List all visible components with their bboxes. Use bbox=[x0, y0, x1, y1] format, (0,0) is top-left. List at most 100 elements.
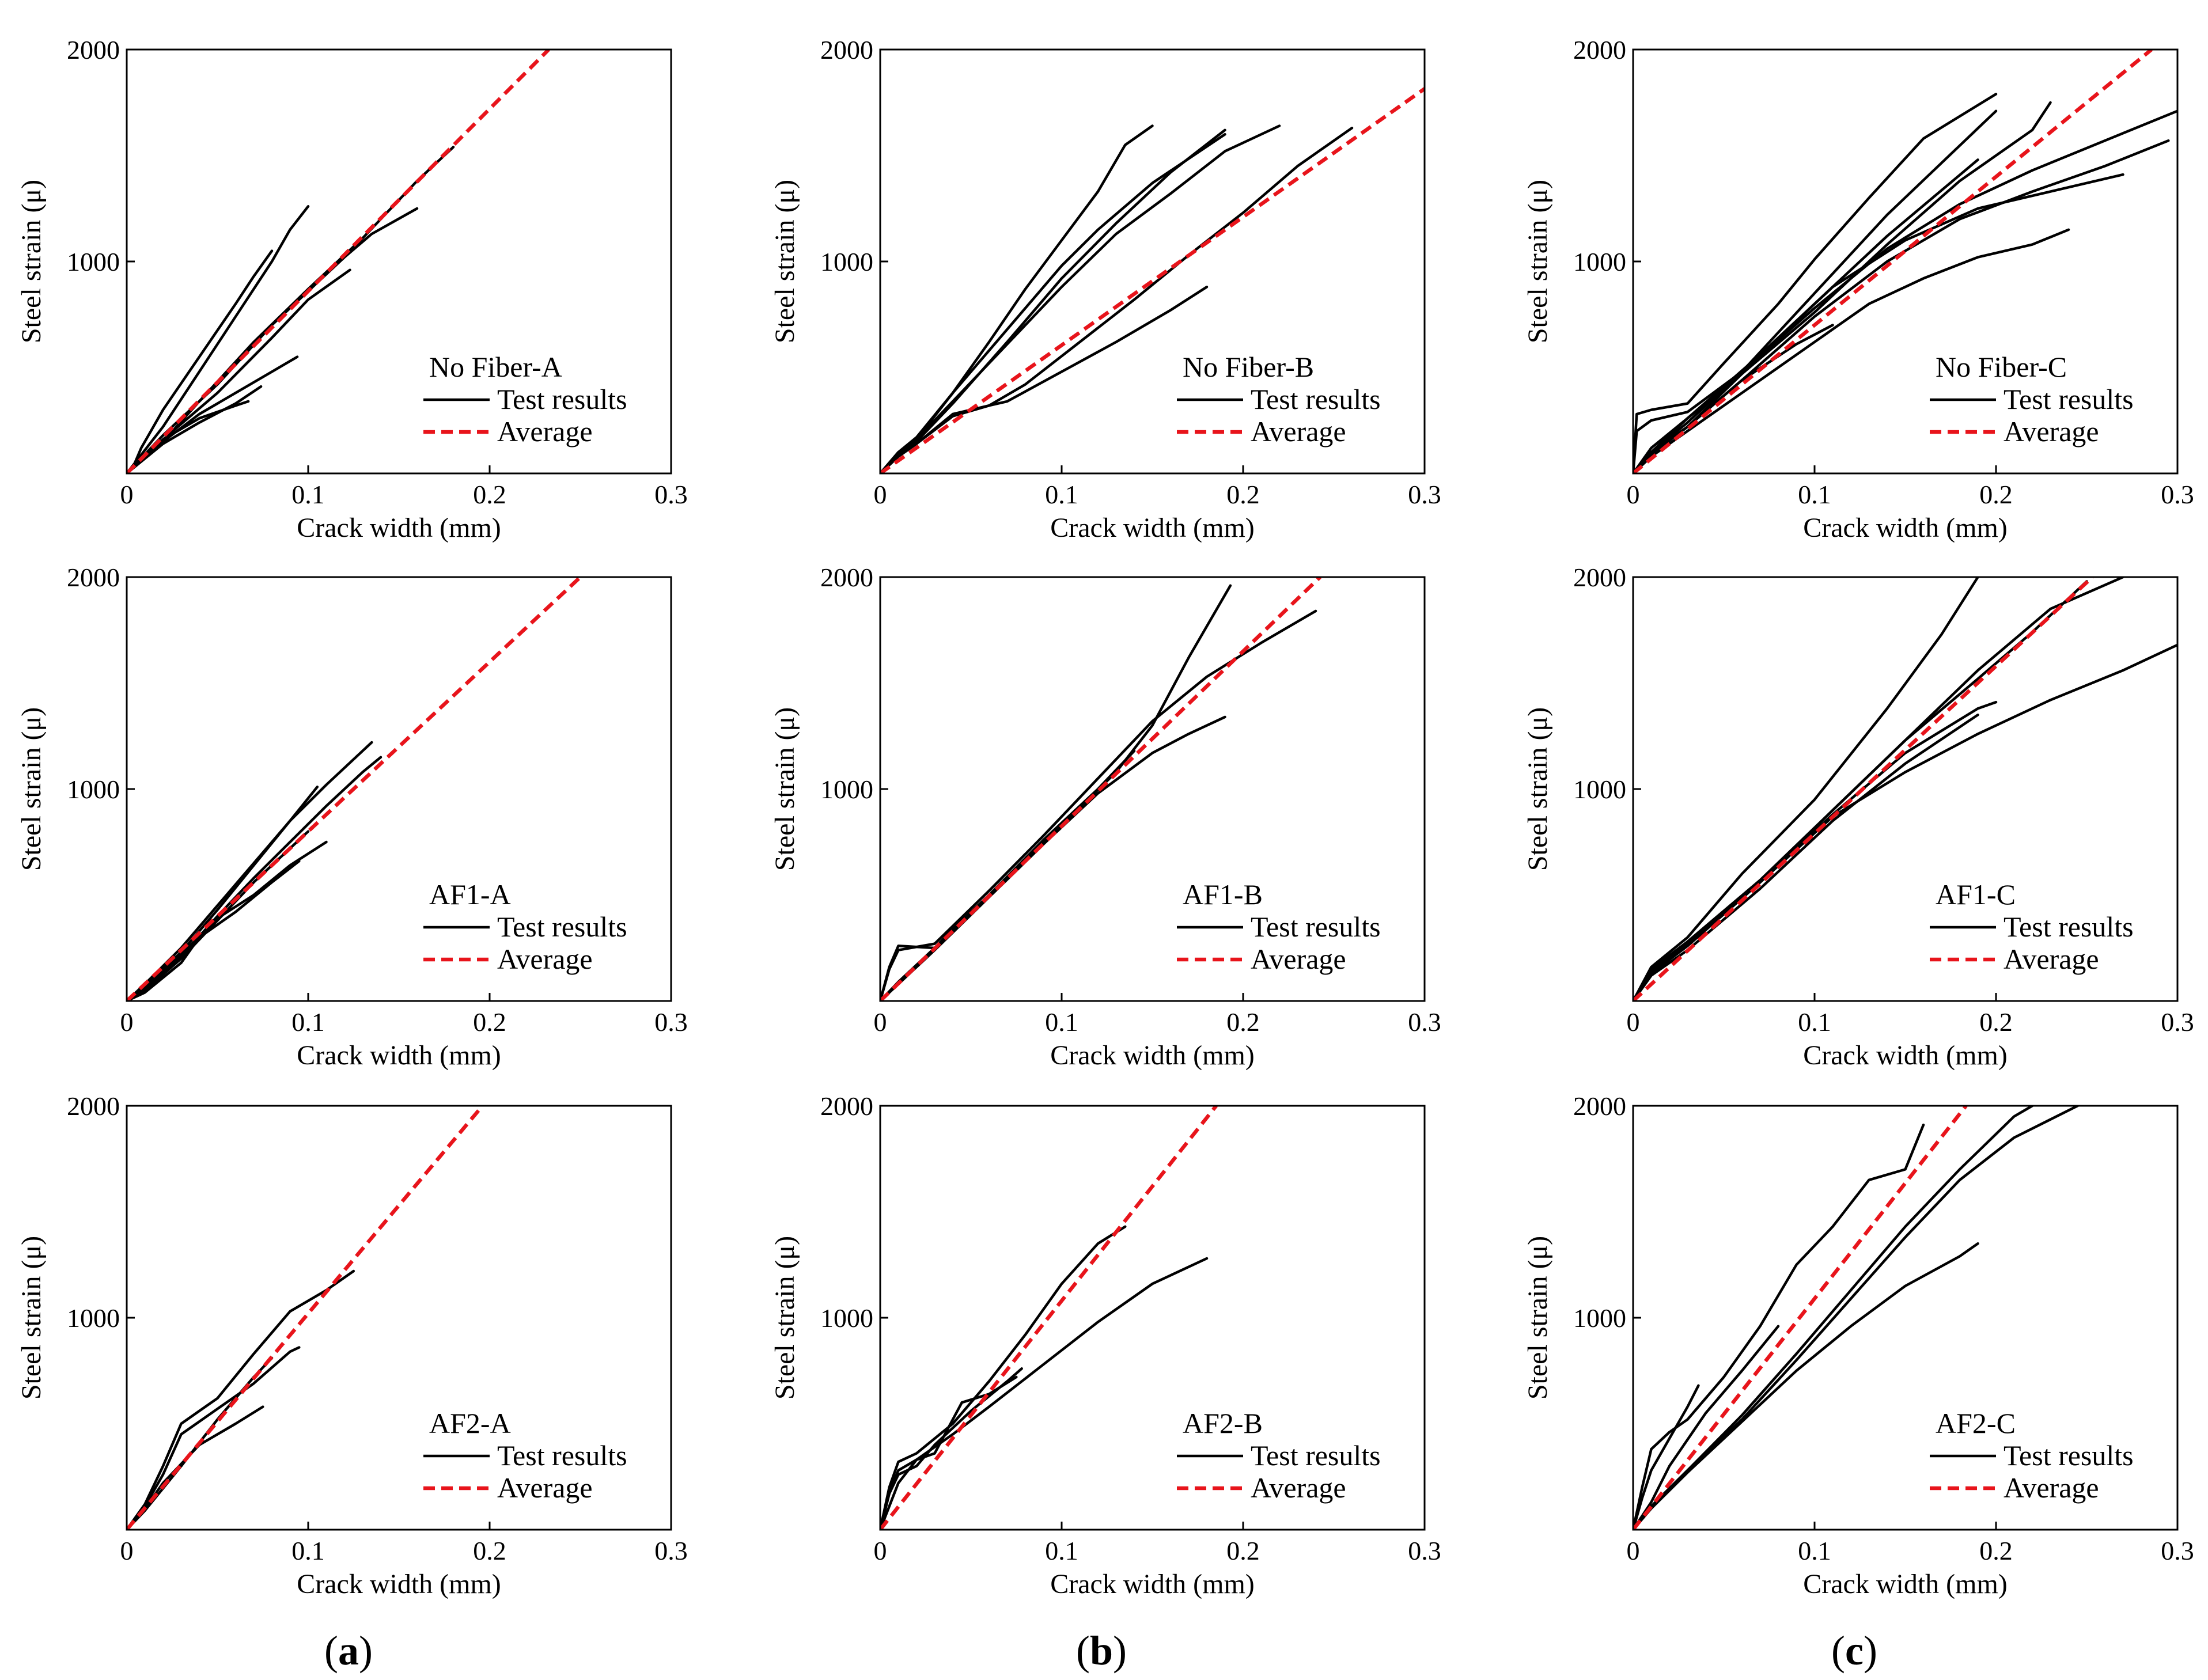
y-axis-label: Steel strain (μ) bbox=[1523, 1236, 1553, 1400]
x-tick-label: 0.1 bbox=[1798, 480, 1831, 509]
test-series-6 bbox=[1633, 1325, 1780, 1530]
test-series-1 bbox=[1633, 93, 1998, 473]
average-line bbox=[1633, 50, 2153, 473]
x-tick-label: 0.2 bbox=[1226, 480, 1260, 509]
y-tick-label: 1000 bbox=[1573, 1303, 1626, 1333]
y-tick-label: 1000 bbox=[820, 775, 873, 804]
x-tick-label: 0.2 bbox=[473, 1536, 506, 1565]
y-tick-label: 1000 bbox=[67, 1303, 120, 1333]
x-tick-label: 0.1 bbox=[1798, 1007, 1831, 1037]
x-axis-label: Crack width (mm) bbox=[1803, 513, 2008, 543]
chart-panel-4: 0 0.1 0.2 0.3 1000 2000 Crack width (mm) Steel … bbox=[16, 563, 688, 1071]
x-tick-label: 0.1 bbox=[1045, 1007, 1078, 1037]
x-tick-label: 0.3 bbox=[1408, 480, 1441, 509]
test-series-8 bbox=[127, 400, 250, 473]
y-tick-label: 1000 bbox=[1573, 775, 1626, 804]
y-axis-label: Steel strain (μ) bbox=[16, 707, 47, 871]
legend-title: AF1-B bbox=[1183, 878, 1263, 911]
y-axis-label: Steel strain (μ) bbox=[1523, 180, 1553, 343]
test-series-6 bbox=[127, 859, 301, 1001]
y-tick-label: 2000 bbox=[67, 563, 120, 592]
test-series-1 bbox=[127, 1269, 355, 1530]
x-tick-label: 0 bbox=[1627, 1536, 1640, 1565]
legend-test-label: Test results bbox=[497, 1439, 627, 1472]
y-tick-label: 2000 bbox=[67, 35, 120, 65]
test-series-4 bbox=[1633, 109, 2177, 473]
x-axis-label: Crack width (mm) bbox=[1050, 513, 1255, 543]
x-tick-label: 0 bbox=[874, 1007, 887, 1037]
y-tick-label: 2000 bbox=[820, 35, 873, 65]
test-series-2 bbox=[880, 1257, 1209, 1530]
x-tick-label: 0.2 bbox=[1979, 1007, 2013, 1037]
test-series-2 bbox=[127, 205, 310, 473]
y-tick-label: 2000 bbox=[1573, 563, 1626, 592]
x-tick-label: 0.1 bbox=[291, 1007, 325, 1037]
plot-frame bbox=[879, 576, 1426, 1002]
legend-average-label: Average bbox=[2004, 943, 2099, 975]
test-series-group bbox=[880, 124, 1354, 473]
test-series-4 bbox=[127, 840, 328, 1001]
chart-panel-1: 0 0.1 0.2 0.3 1000 2000 Crack width (mm) Steel … bbox=[16, 35, 688, 543]
test-series-6 bbox=[127, 355, 299, 473]
legend-average-label: Average bbox=[2004, 1472, 2099, 1504]
legend-average-label: Average bbox=[497, 1472, 593, 1504]
average-line bbox=[1633, 577, 2094, 1001]
legend-title: No Fiber-C bbox=[1936, 351, 2067, 383]
average-line bbox=[1633, 1106, 1968, 1530]
x-tick-label: 0.3 bbox=[2161, 480, 2194, 509]
y-tick-label: 1000 bbox=[1573, 247, 1626, 276]
test-series-4 bbox=[1633, 1106, 2034, 1530]
x-tick-label: 0.3 bbox=[654, 1007, 688, 1037]
column-label-a: (a) bbox=[324, 1628, 373, 1674]
plot-frame bbox=[879, 48, 1426, 475]
average-line bbox=[880, 1106, 1218, 1530]
test-series-1 bbox=[127, 741, 373, 1001]
chart-panel-5: 0 0.1 0.2 0.3 1000 2000 Crack width (mm) Steel … bbox=[770, 563, 1441, 1071]
chart-panel-2: 0 0.1 0.2 0.3 1000 2000 Crack width (mm) Steel … bbox=[770, 35, 1441, 543]
x-tick-label: 0.2 bbox=[1979, 480, 2013, 509]
x-tick-label: 0.1 bbox=[291, 1536, 325, 1565]
test-series-2 bbox=[127, 1346, 301, 1530]
chart-panel-8: 0 0.1 0.2 0.3 1000 2000 Crack width (mm) Steel … bbox=[770, 1091, 1441, 1599]
y-tick-label: 2000 bbox=[1573, 35, 1626, 65]
test-series-2 bbox=[880, 128, 1226, 473]
y-axis-label: Steel strain (μ) bbox=[770, 707, 800, 871]
y-tick-label: 2000 bbox=[820, 563, 873, 592]
y-tick-label: 1000 bbox=[67, 775, 120, 804]
legend-average-label: Average bbox=[1251, 415, 1346, 448]
test-series-2 bbox=[880, 609, 1317, 1001]
x-tick-label: 0.2 bbox=[473, 1007, 506, 1037]
x-axis-label: Crack width (mm) bbox=[1803, 1040, 2008, 1071]
x-axis-label: Crack width (mm) bbox=[1803, 1569, 2008, 1599]
x-tick-label: 0.1 bbox=[1045, 480, 1078, 509]
average-line bbox=[127, 1106, 484, 1530]
chart-panel-6: 0 0.1 0.2 0.3 1000 2000 Crack width (mm) Steel … bbox=[1523, 563, 2194, 1071]
legend-title: AF2-A bbox=[429, 1407, 511, 1439]
legend-title: AF1-A bbox=[429, 878, 511, 911]
test-series-9 bbox=[1633, 173, 2124, 473]
test-series-6 bbox=[880, 132, 1226, 473]
legend-test-label: Test results bbox=[497, 383, 627, 415]
column-label-c: (c) bbox=[1831, 1628, 1877, 1674]
average-line bbox=[880, 577, 1321, 1001]
y-tick-label: 2000 bbox=[820, 1091, 873, 1121]
average-line bbox=[127, 577, 582, 1001]
x-tick-label: 0.1 bbox=[1798, 1536, 1831, 1565]
plot-frame bbox=[1632, 1105, 2179, 1531]
x-tick-label: 0.3 bbox=[2161, 1007, 2194, 1037]
chart-panel-7: 0 0.1 0.2 0.3 1000 2000 Crack width (mm) Steel … bbox=[16, 1091, 688, 1599]
column-labels: (a) (b) (c) bbox=[324, 1628, 1877, 1674]
y-tick-label: 2000 bbox=[1573, 1091, 1626, 1121]
plot-frame bbox=[1632, 48, 2179, 475]
x-tick-label: 0.2 bbox=[473, 480, 506, 509]
test-series-4 bbox=[880, 1375, 1018, 1530]
column-label-b: (b) bbox=[1076, 1628, 1127, 1674]
average-line bbox=[880, 87, 1425, 473]
test-series-3 bbox=[1633, 101, 2052, 473]
x-tick-label: 0 bbox=[1627, 480, 1640, 509]
test-series-2 bbox=[1633, 109, 1998, 473]
x-tick-label: 0.1 bbox=[291, 480, 325, 509]
test-series-5 bbox=[1633, 1242, 1979, 1530]
test-series-1 bbox=[880, 1225, 1127, 1530]
plot-frame bbox=[126, 576, 672, 1002]
